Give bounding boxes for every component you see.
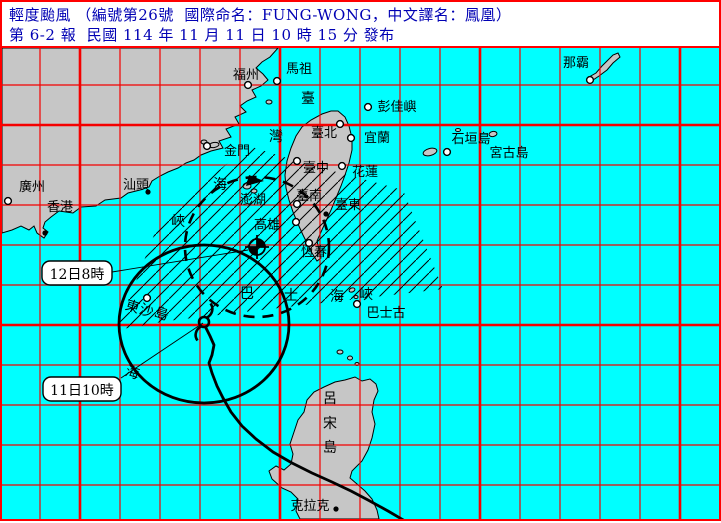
- city-marker: [145, 189, 151, 195]
- city-marker: [346, 133, 356, 143]
- islet: [347, 355, 353, 361]
- sea-label: 宋: [323, 416, 337, 432]
- city-label: 花蓮: [352, 164, 378, 180]
- motion-arrow: [246, 175, 264, 186]
- city-label: 宜蘭: [364, 130, 390, 146]
- sea-label: 呂: [323, 391, 337, 407]
- sea-label: 島: [323, 440, 337, 456]
- typhoon-track: [203, 325, 406, 523]
- city-label: 福州: [233, 68, 259, 83]
- forecast-position-symbol: [249, 247, 257, 255]
- city-label: 澎湖: [240, 193, 266, 208]
- islet: [488, 130, 498, 138]
- city-label: 那霸: [563, 56, 589, 71]
- typhoon-map: 福州 馬祖 臺北 宜蘭 臺中 花蓮 臺南 高雄 恆春 臺東 澎湖 金門 汕頭 廣州 香港 彭佳嶼 石垣島 宮古島那…: [1, 47, 719, 523]
- city-label: 臺東: [335, 197, 361, 213]
- city-marker: [333, 506, 339, 512]
- city-label: 汕頭: [123, 178, 149, 193]
- city-label: 臺北: [311, 126, 337, 141]
- city-marker: [42, 230, 48, 236]
- city-marker: [442, 147, 452, 157]
- time-label: 11日10時: [50, 383, 114, 399]
- city-label: 高雄: [254, 217, 280, 233]
- sea-label: 士: [284, 288, 298, 304]
- sea-label: 峽: [359, 287, 373, 303]
- city-marker: [3, 196, 13, 206]
- sea-label: 島: [152, 304, 170, 324]
- sea-label: 灣: [269, 129, 283, 145]
- city-marker: [323, 211, 329, 217]
- time-label-box: [42, 376, 122, 402]
- city-marker: [335, 119, 345, 129]
- islet: [336, 349, 344, 355]
- sea-label: 海: [330, 289, 344, 305]
- city-label: 恆春: [301, 245, 327, 260]
- bulletin-header: 輕度颱風 （編號第26號 國際命名：FUNG-WONG，中文譯名：鳳凰） 第 6…: [2, 2, 719, 48]
- header-line-1: 輕度颱風 （編號第26號 國際命名：FUNG-WONG，中文譯名：鳳凰）: [9, 6, 512, 24]
- leader-line: [111, 249, 249, 273]
- time-label: 12日8時: [50, 267, 105, 283]
- city-label: 巴士古: [366, 306, 405, 321]
- city-label: 宮古島: [489, 145, 528, 161]
- city-label: 臺中: [303, 161, 329, 176]
- header-line-2: 第 6-2 報 民國 114 年 11 月 11 日 10 時 15 分 發布: [9, 26, 395, 44]
- sea-label: 海: [123, 363, 141, 383]
- warning-area-hatch: [117, 146, 443, 330]
- islet: [422, 147, 438, 157]
- city-label: 石垣島: [451, 132, 490, 147]
- landmass: [1, 47, 280, 239]
- forecast-circle: [183, 175, 331, 319]
- city-marker: [202, 141, 212, 151]
- city-label: 馬祖: [286, 62, 312, 77]
- islet: [265, 99, 273, 105]
- sea-label: 東: [123, 297, 141, 317]
- sea-label: 沙: [137, 301, 155, 321]
- city-marker: [363, 102, 373, 112]
- city-label: 金門: [224, 143, 250, 159]
- city-marker: [142, 293, 152, 303]
- city-label: 彭佳嶼: [377, 100, 416, 115]
- landmass: [588, 52, 621, 81]
- city-label: 香港: [47, 200, 73, 215]
- city-marker: [292, 199, 302, 209]
- city-marker: [352, 299, 362, 309]
- sea-label: 巴: [240, 286, 254, 302]
- typhoon-symbol-arm: [194, 325, 202, 342]
- city-marker: [291, 217, 301, 227]
- current-wind-circle: [117, 243, 291, 405]
- city-marker: [292, 156, 302, 166]
- city-label: 廣州: [19, 180, 45, 195]
- city-label: 臺南: [296, 188, 322, 204]
- city-marker: [243, 80, 253, 90]
- city-marker: [337, 161, 347, 171]
- city-marker: [304, 238, 314, 248]
- sea-label: 峽: [171, 214, 185, 230]
- islet: [455, 128, 461, 132]
- sea-label: 臺: [301, 91, 315, 107]
- typhoon-symbol: [197, 315, 211, 329]
- sea-label: 海: [213, 177, 227, 193]
- time-label-box: [41, 260, 113, 286]
- forecast-position-symbol: [257, 239, 265, 247]
- city-label: 克拉克: [290, 499, 329, 514]
- city-marker: [272, 76, 282, 86]
- city-marker: [585, 75, 595, 85]
- typhoon-symbol-arm: [206, 302, 214, 319]
